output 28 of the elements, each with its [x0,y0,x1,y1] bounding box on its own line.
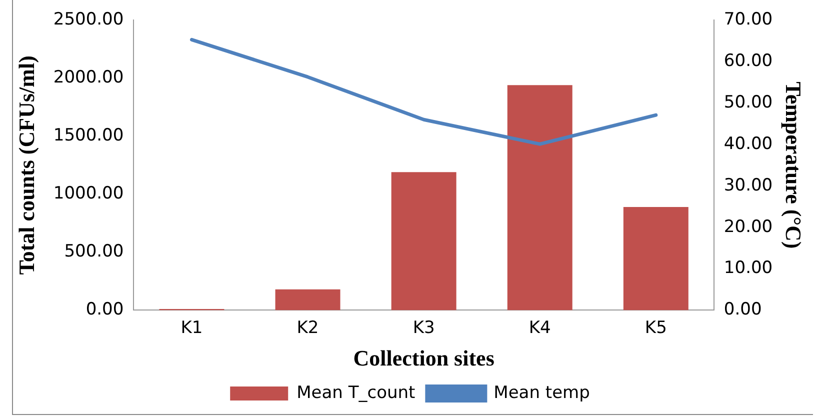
bar [275,289,340,310]
y2-tick-label: 0.00 [724,300,762,320]
legend-label: Mean temp [494,382,590,403]
y-tick-label: 0.00 [86,300,124,320]
bar [507,85,572,310]
y2-tick-label: 70.00 [724,10,773,30]
x-tick-label: K2 [296,318,319,338]
y2-tick-label: 50.00 [724,92,773,112]
y2-tick-label: 40.00 [724,134,773,154]
y2-tick-label: 20.00 [724,216,773,237]
x-axis-title: Collection sites [353,345,495,370]
y-tick-label: 2000.00 [53,68,124,88]
x-tick-label: K4 [528,318,551,338]
y2-tick-label: 30.00 [724,175,773,196]
y-tick-label: 1500.00 [53,126,124,146]
y-axis-title: Total counts (CFUs/ml) [14,56,39,275]
x-tick-label: K5 [644,318,667,338]
x-tick-label: K1 [180,318,203,338]
x-tick-label: K3 [412,318,435,338]
y2-tick-label: 10.00 [724,258,773,278]
legend-label: Mean T_count [296,382,416,403]
y2-tick-label: 60.00 [724,51,773,72]
y-tick-label: 2500.00 [53,10,124,30]
y-tick-label: 500.00 [64,242,124,262]
y2-axis-title: Temperature (°C) [781,82,806,249]
bar [391,172,456,310]
bar [623,206,688,310]
y-tick-label: 1000.00 [53,184,124,204]
